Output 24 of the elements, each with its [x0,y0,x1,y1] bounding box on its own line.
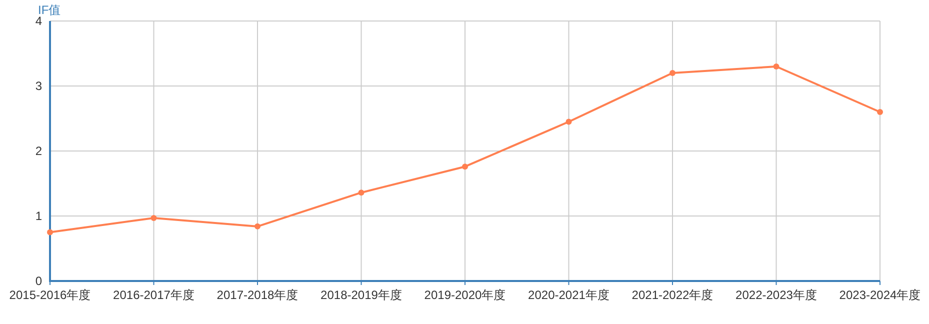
point [462,164,468,170]
x-tick-label: 2021-2022年度 [632,288,714,302]
point [773,64,780,70]
x-tick-label: 2017-2018年度 [216,288,298,302]
y-tick-label: 0 [35,274,42,288]
x-tick-label: 2015-2016年度 [9,288,91,302]
x-tick-label: 2023-2024年度 [839,288,921,302]
y-axis-title: IF值 [38,3,61,17]
point [254,223,260,230]
y-tick-label: 2 [35,144,42,158]
point [670,70,676,76]
point [47,229,53,236]
x-tick-label: 2020-2021年度 [528,288,610,302]
y-tick-label: 3 [35,79,42,93]
x-tick-label: 2022-2023年度 [736,288,817,302]
x-tick-label: 2018-2019年度 [320,288,402,302]
point [877,109,883,115]
y-tick-label: 4 [35,14,42,28]
y-tick-label: 1 [35,209,42,223]
point [358,190,364,196]
point [150,214,157,221]
x-tick-label: 2019-2020年度 [424,288,506,302]
x-tick-label: 2016-2017年度 [113,288,194,302]
point [566,118,572,125]
